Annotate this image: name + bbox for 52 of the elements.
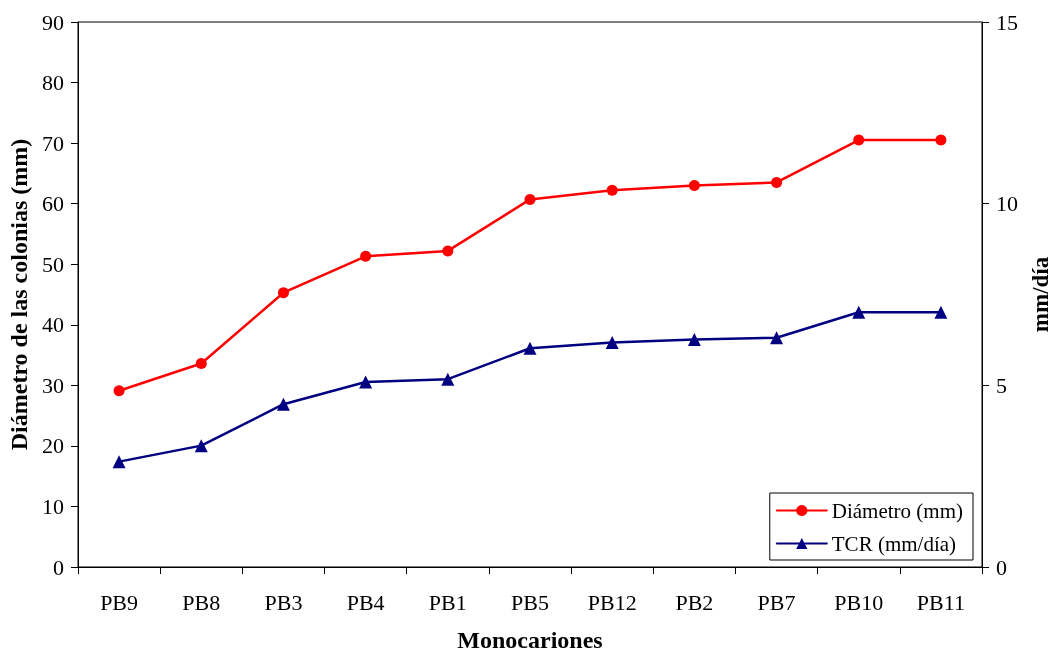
point: [359, 375, 373, 389]
y2-tick-label: 5: [996, 372, 1007, 398]
x-tick-label: PB7: [757, 589, 796, 615]
y-tick-label: 40: [42, 312, 64, 338]
x-tick-label: PB1: [428, 589, 467, 615]
point: [441, 372, 455, 386]
y-tick-label: 30: [42, 372, 64, 398]
y-tick-label: 90: [42, 9, 64, 35]
point: [113, 385, 125, 397]
x-tick-label: PB12: [587, 589, 637, 615]
point: [770, 331, 784, 345]
point: [277, 287, 289, 299]
point: [687, 333, 701, 347]
y-axis-title: Diámetro de las colonias (mm): [6, 138, 33, 451]
x-tick-label: PB3: [264, 589, 303, 615]
point: [852, 305, 866, 319]
x-axis-title: Monocariones: [457, 627, 603, 653]
point: [605, 335, 619, 349]
y2-axis-title: mm/día: [1027, 256, 1053, 333]
x-tick-label: PB11: [916, 589, 965, 615]
y2-tick-label: 10: [996, 191, 1018, 217]
x-tick-label: PB9: [100, 589, 139, 615]
x-tick-label: PB5: [511, 589, 549, 615]
legend-label: TCR (mm/día): [831, 531, 957, 556]
y-tick-label: 70: [42, 130, 64, 156]
point: [276, 397, 290, 411]
x-tick-label: PB4: [346, 589, 385, 615]
y-tick-label: 60: [42, 191, 64, 217]
x-tick-label: PB2: [675, 589, 714, 615]
point: [523, 341, 537, 355]
y-tick-label: 80: [42, 70, 64, 96]
point: [195, 358, 207, 370]
y2-tick-label: 15: [996, 9, 1018, 35]
point: [934, 305, 948, 319]
point: [606, 184, 618, 196]
point: [935, 134, 947, 146]
x-tick-label: PB8: [182, 589, 221, 615]
point: [524, 193, 536, 205]
point: [442, 245, 454, 257]
legend-label: Diámetro (mm): [831, 498, 964, 523]
point: [360, 250, 372, 262]
y-tick-label: 0: [53, 554, 64, 580]
point: [688, 180, 700, 191]
y2-tick-label: 0: [996, 554, 1007, 580]
point: [771, 176, 783, 188]
point: [112, 455, 126, 469]
y-tick-label: 50: [42, 251, 64, 277]
x-tick-label: PB10: [834, 589, 884, 615]
y-tick-label: 10: [42, 493, 64, 519]
point: [853, 134, 865, 146]
point: [194, 439, 208, 453]
y-tick-label: 20: [42, 433, 64, 459]
